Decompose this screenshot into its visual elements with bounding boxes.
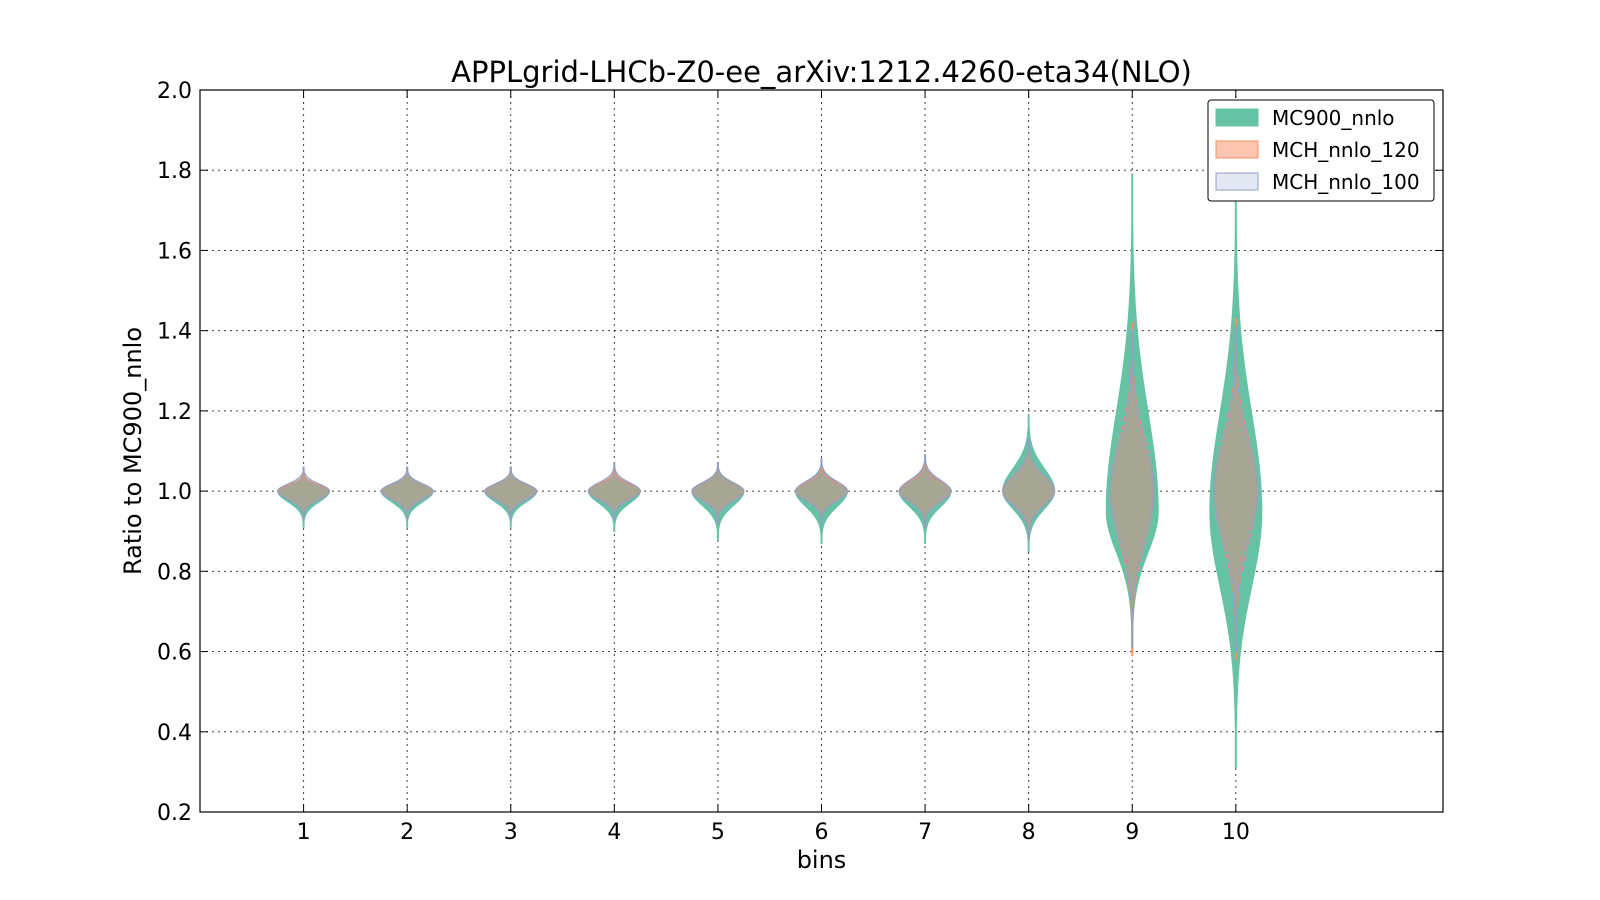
violin-bin-9	[1109, 322, 1155, 657]
violin-bin-5	[691, 462, 745, 524]
x-tick-label: 2	[400, 820, 414, 845]
legend-swatch-mc900-nnlo	[1215, 108, 1259, 127]
x-tick-label: 5	[711, 820, 725, 845]
violin-bin-10	[1213, 326, 1259, 653]
x-tick-label: 8	[1022, 820, 1036, 845]
legend-frame	[1207, 99, 1435, 202]
violin-series-2	[277, 326, 1259, 653]
y-tick-label: 0.8	[157, 560, 192, 585]
legend: MC900_nnlo MCH_nnlo_120 MCH_nnlo_100	[1207, 99, 1435, 202]
legend-label-mch-nnlo-100: MCH_nnlo_100	[1272, 170, 1420, 194]
legend-entry-mch-nnlo-120: MCH_nnlo_120	[1215, 138, 1420, 162]
legend-swatch-mch-nnlo-100	[1215, 172, 1259, 191]
violin-bin-1	[277, 466, 331, 520]
y-tick-label: 1.4	[157, 320, 192, 345]
legend-entry-mch-nnlo-100: MCH_nnlo_100	[1215, 170, 1420, 194]
y-tick-label: 2.0	[157, 79, 192, 104]
x-tick-label: 1	[297, 820, 311, 845]
violin-bin-7	[898, 454, 952, 528]
violin-bin-6	[794, 458, 849, 524]
violin-bin-3	[484, 466, 538, 520]
chart-title: APPLgrid-LHCb-Z0-ee_arXiv:1212.4260-eta3…	[451, 55, 1192, 89]
violins	[277, 173, 1263, 769]
legend-label-mch-nnlo-120: MCH_nnlo_120	[1272, 138, 1420, 162]
legend-label-mc900-nnlo: MC900_nnlo	[1272, 106, 1395, 130]
x-tick-label: 3	[504, 820, 518, 845]
x-tick-label: 10	[1222, 820, 1250, 845]
x-tick-label: 7	[918, 820, 932, 845]
violin-bin-9	[1109, 330, 1155, 649]
y-tick-label: 0.2	[157, 801, 192, 826]
y-tick-label: 1.6	[157, 239, 192, 264]
y-tick-label: 1.0	[157, 480, 192, 505]
violin-bin-10	[1213, 318, 1259, 661]
y-tick-label: 1.2	[157, 400, 192, 425]
x-tick-label: 6	[815, 820, 829, 845]
y-tick-label: 1.8	[157, 159, 192, 184]
legend-entry-mc900-nnlo: MC900_nnlo	[1215, 106, 1395, 130]
y-axis-title: Ratio to MC900_nnlo	[119, 327, 147, 575]
y-tick-label: 0.6	[157, 641, 192, 666]
violin-bin-8	[1002, 438, 1056, 540]
x-tick-label: 4	[607, 820, 621, 845]
axis-ticks: 1 2 3 4 5 6 7 8 9 10 0.2 0.4 0.6 0.8 1.0 1.2 1.4 1.6 1.8 2.…	[157, 79, 1443, 845]
x-tick-label: 9	[1125, 820, 1139, 845]
violin-bin-4	[587, 462, 641, 520]
violin-bin-2	[380, 466, 434, 520]
y-tick-label: 0.4	[157, 721, 192, 746]
x-axis-title: bins	[797, 846, 847, 874]
legend-swatch-mch-nnlo-120	[1215, 140, 1259, 159]
